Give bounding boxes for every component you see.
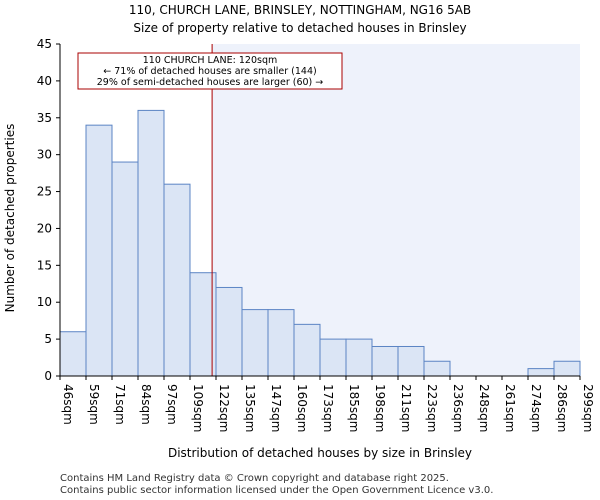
x-tick-label: 84sqm: [139, 384, 153, 425]
plot-area: 0 5 10 15 20 25 30 35 40 45 46sqm 59sqm 71sqm 84sqm 97…: [37, 37, 595, 432]
x-tick-label: 59sqm: [87, 384, 101, 425]
x-tick-label: 147sqm: [269, 384, 283, 432]
bar: [241, 309, 269, 377]
x-tick-label: 173sqm: [321, 384, 335, 432]
footer-line-1: Contains HM Land Registry data © Crown c…: [60, 473, 449, 484]
x-tick-label: 274sqm: [529, 384, 543, 432]
bar: [267, 309, 295, 377]
x-axis-label: Distribution of detached houses by size …: [168, 446, 472, 460]
bar: [85, 124, 113, 377]
x-tick-label: 185sqm: [347, 384, 361, 432]
y-tick-label: 10: [37, 295, 52, 309]
x-tick-label: 299sqm: [581, 384, 595, 432]
bar: [371, 345, 399, 377]
chart-title: 110, CHURCH LANE, BRINSLEY, NOTTINGHAM, …: [129, 3, 471, 17]
y-tick-label: 25: [37, 185, 52, 199]
bar: [163, 183, 191, 377]
x-tick-label: 97sqm: [165, 384, 179, 425]
bar: [319, 338, 347, 377]
x-tick-label: 198sqm: [373, 384, 387, 432]
bar: [59, 331, 87, 377]
annotation-line-2: ← 71% of detached houses are smaller (14…: [103, 66, 316, 77]
annotation-box: [77, 52, 343, 90]
y-tick-label: 0: [44, 369, 52, 383]
x-tick-label: 122sqm: [217, 384, 231, 432]
x-tick-label: 286sqm: [555, 384, 569, 432]
annotation-line-3: 29% of semi-detached houses are larger (…: [97, 77, 324, 88]
bar: [527, 368, 555, 377]
x-tick-label: 46sqm: [61, 384, 75, 425]
y-tick-label: 35: [37, 111, 52, 125]
chart-subtitle: Size of property relative to detached ho…: [133, 21, 466, 35]
x-tick-label: 211sqm: [399, 384, 413, 432]
bar: [111, 161, 139, 377]
bar: [553, 360, 581, 377]
y-tick-label: 45: [37, 37, 52, 51]
x-tick-label: 236sqm: [451, 384, 465, 432]
bar: [215, 286, 243, 377]
y-tick-label: 30: [37, 148, 52, 162]
bar: [137, 109, 165, 377]
y-tick-label: 15: [37, 258, 52, 272]
x-tick-label: 261sqm: [503, 384, 517, 432]
bar: [423, 360, 451, 377]
footer-line-2: Contains public sector information licen…: [60, 485, 494, 496]
x-tick-label: 109sqm: [191, 384, 205, 432]
x-tick-label: 248sqm: [477, 384, 491, 432]
y-tick-label: 40: [37, 74, 52, 88]
bar: [397, 345, 425, 377]
bar: [293, 323, 321, 377]
bar: [345, 338, 373, 377]
y-tick-label: 20: [37, 221, 52, 235]
x-tick-label: 71sqm: [113, 384, 127, 425]
x-tick-label: 135sqm: [243, 384, 257, 432]
y-axis-label: Number of detached properties: [3, 124, 17, 313]
x-tick-label: 223sqm: [425, 384, 439, 432]
annotation-line-1: 110 CHURCH LANE: 120sqm: [143, 55, 278, 66]
y-tick-label: 5: [44, 332, 52, 346]
x-tick-label: 160sqm: [295, 384, 309, 432]
